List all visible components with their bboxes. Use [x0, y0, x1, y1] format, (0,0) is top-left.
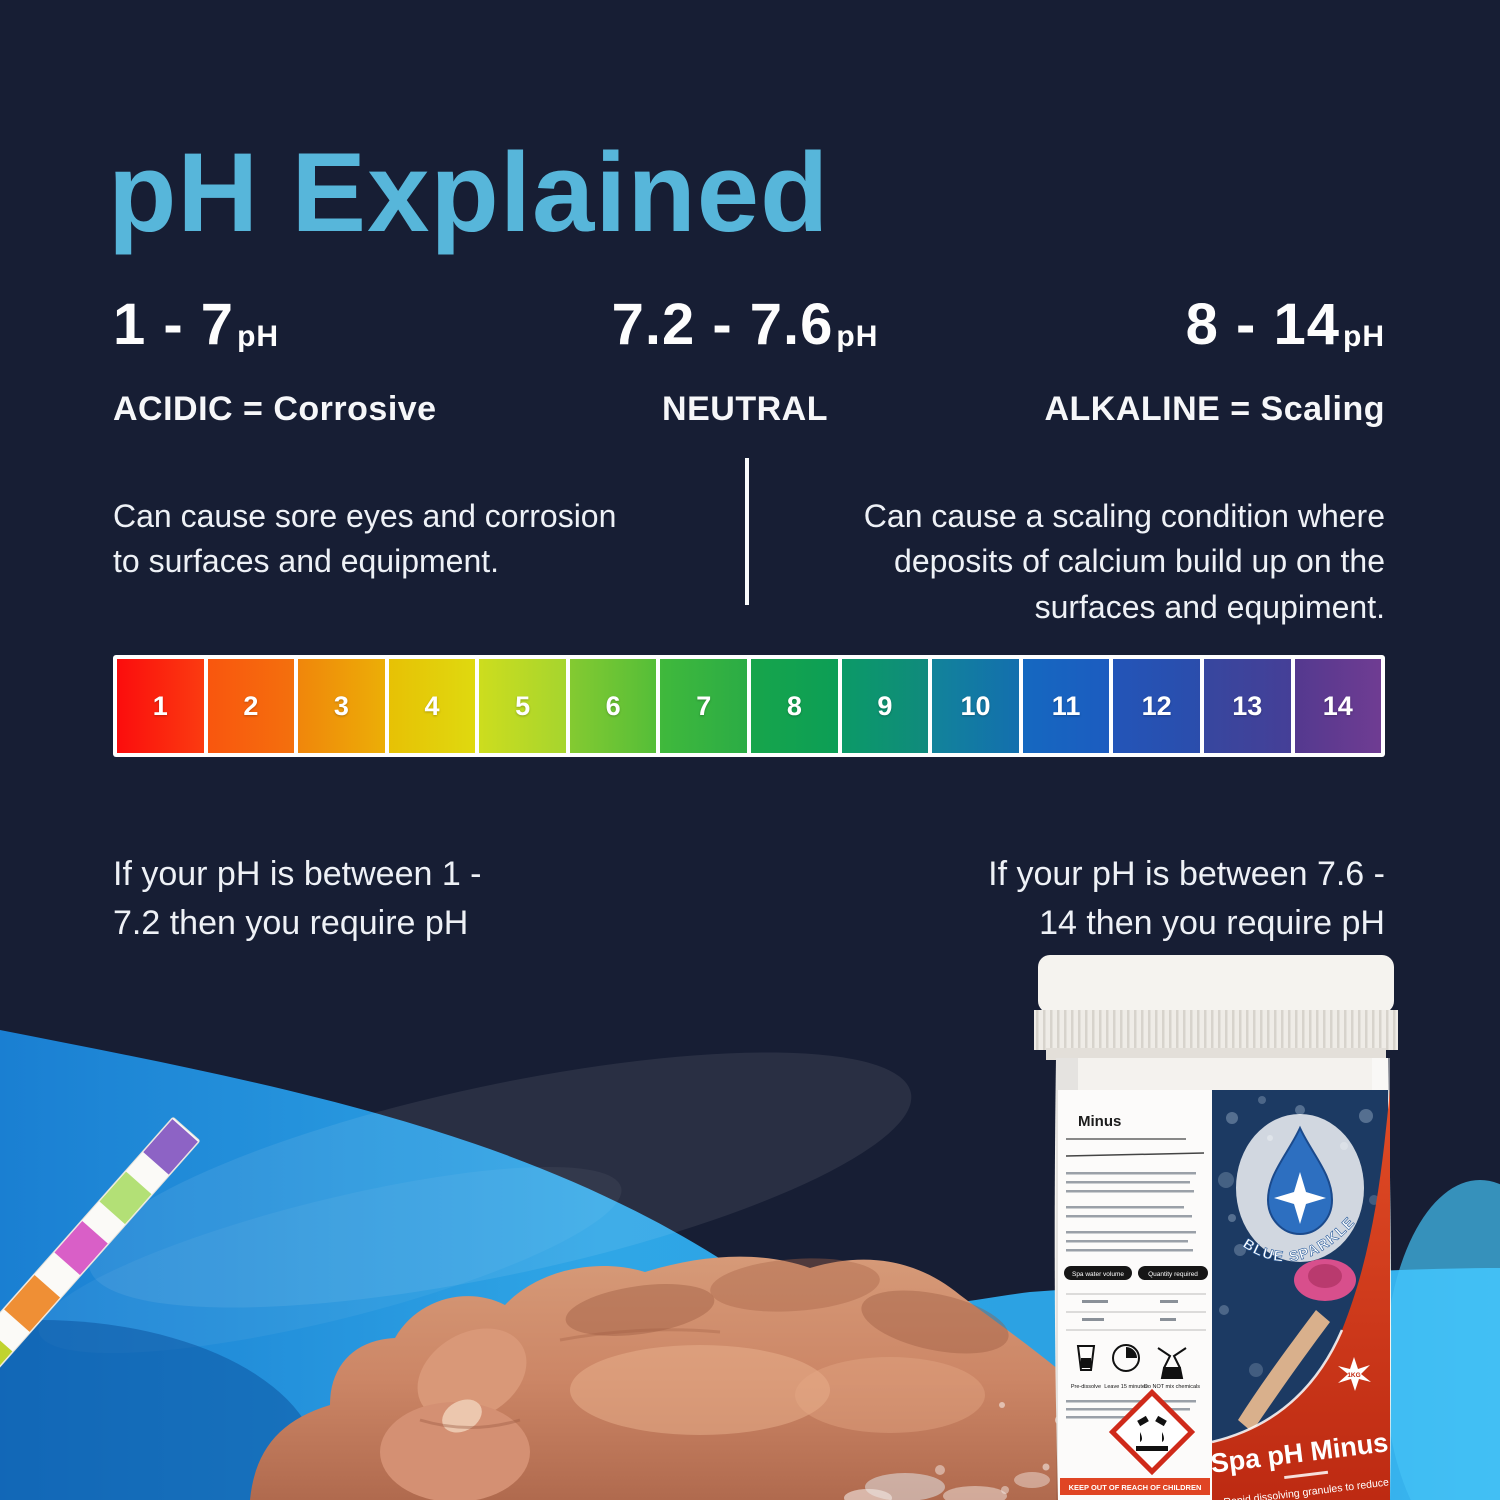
acidic-label: ACIDIC = Corrosive — [113, 390, 437, 428]
acidic-range: 1 - 7 pH — [113, 296, 437, 354]
jar-lid-ribs — [1034, 1010, 1398, 1050]
acidic-range-unit: pH — [237, 320, 280, 353]
thumbnail — [442, 1399, 482, 1433]
leave-caption: Leave 15 minutes — [1104, 1384, 1148, 1390]
test-strip — [0, 1117, 200, 1487]
jar-label-left: Minus Spa water volume Quantity required — [1058, 1090, 1212, 1500]
table-header-quantity-pill — [1138, 1266, 1208, 1280]
thumb — [380, 1402, 530, 1500]
jar-label-right: BLUE SPARKLE 1KG Spa pH Minus Rapid diss… — [1209, 1090, 1390, 1500]
weight-badge: 1KG — [1338, 1357, 1371, 1391]
ph-scale-cell-13: 13 — [1203, 659, 1291, 753]
svg-text:1KG: 1KG — [1347, 1372, 1360, 1379]
clock-icon — [1112, 1344, 1140, 1372]
strip-pad-orange — [4, 1274, 61, 1332]
hand — [250, 1256, 1152, 1500]
strip-pad-green — [99, 1171, 152, 1225]
ph-scale-cell-6: 6 — [569, 659, 657, 753]
water-drop-icon — [1266, 1125, 1334, 1235]
neutral-range-unit: pH — [836, 320, 879, 353]
ph-scale-cell-2: 2 — [207, 659, 295, 753]
alkaline-range-value: 8 - 14 — [1185, 292, 1340, 357]
advice-ph-minus: If your pH is between 7.6 - 14 then you … — [988, 855, 1385, 992]
red-swoosh — [1212, 1090, 1390, 1500]
ph-scale-cell-11: 11 — [1022, 659, 1110, 753]
ph-scale-cell-7: 7 — [660, 659, 748, 753]
alkaline-label: ALKALINE = Scaling — [1044, 390, 1385, 428]
ph-scale-cell-3: 3 — [298, 659, 385, 753]
page-title: pH Explained — [108, 130, 830, 255]
table-header-volume: Spa water volume — [1072, 1271, 1124, 1278]
range-columns: 1 - 7 pH ACIDIC = Corrosive 7.2 - 7.6 pH N… — [0, 296, 1500, 446]
ph-scale-cell-12: 12 — [1113, 659, 1200, 753]
photo-section: Minus Spa water volume Quantity required — [0, 950, 1500, 1500]
vertical-divider — [745, 458, 749, 605]
jar-lid — [1038, 955, 1394, 1013]
alkaline-range-unit: pH — [1343, 320, 1385, 353]
acidic-range-value: 1 - 7 — [113, 292, 235, 357]
ph-scale-cell-10: 10 — [932, 659, 1019, 753]
acidic-section: 1 - 7 pH ACIDIC = Corrosive — [113, 296, 437, 429]
acidic-description: Can cause sore eyes and corrosion to sur… — [113, 498, 617, 580]
table-header-quantity: Quantity required — [1148, 1271, 1198, 1278]
swimmer — [1238, 1259, 1356, 1432]
neutral-section: 7.2 - 7.6 pH NEUTRAL — [545, 296, 945, 429]
predissolve-caption: Pre-dissolve — [1071, 1384, 1101, 1390]
alkaline-description: Can cause a scaling condition where depo… — [863, 498, 1385, 625]
water-foam — [844, 1465, 1050, 1500]
ph-scale-cell-1: 1 — [117, 659, 204, 753]
warning-text: KEEP OUT OF REACH OF CHILDREN — [1069, 1483, 1202, 1492]
neutral-range: 7.2 - 7.6 pH — [545, 296, 945, 354]
no-mix-caption: Do NOT mix chemicals — [1144, 1384, 1200, 1390]
ph-scale-bar: 1 2 3 4 5 6 7 8 9 10 11 12 13 14 — [113, 655, 1385, 757]
strip-pad-magenta — [54, 1221, 108, 1276]
warning-bar — [1060, 1478, 1210, 1495]
alkaline-section: 8 - 14 pH ALKALINE = Scaling — [1044, 296, 1385, 429]
index-finger — [417, 1328, 527, 1422]
ph-scale-cell-9: 9 — [841, 659, 929, 753]
ph-scale-cell-5: 5 — [479, 659, 566, 753]
strip-pad-purple — [143, 1119, 198, 1175]
product-jar: Minus Spa water volume Quantity required — [1034, 955, 1398, 1500]
table-header-volume-pill — [1064, 1266, 1132, 1280]
ph-scale-cell-14: 14 — [1294, 659, 1382, 753]
alkaline-range: 8 - 14 pH — [1044, 296, 1385, 354]
hazard-corrosive-icon — [1108, 1388, 1196, 1476]
ph-scale-cell-4: 4 — [388, 659, 476, 753]
neutral-label: NEUTRAL — [662, 390, 828, 428]
predissolve-icon — [1076, 1345, 1096, 1371]
no-mix-icon — [1157, 1347, 1187, 1379]
label-heading: Minus — [1078, 1113, 1121, 1130]
ph-scale-cell-8: 8 — [751, 659, 838, 753]
neutral-range-value: 7.2 - 7.6 — [611, 292, 834, 357]
